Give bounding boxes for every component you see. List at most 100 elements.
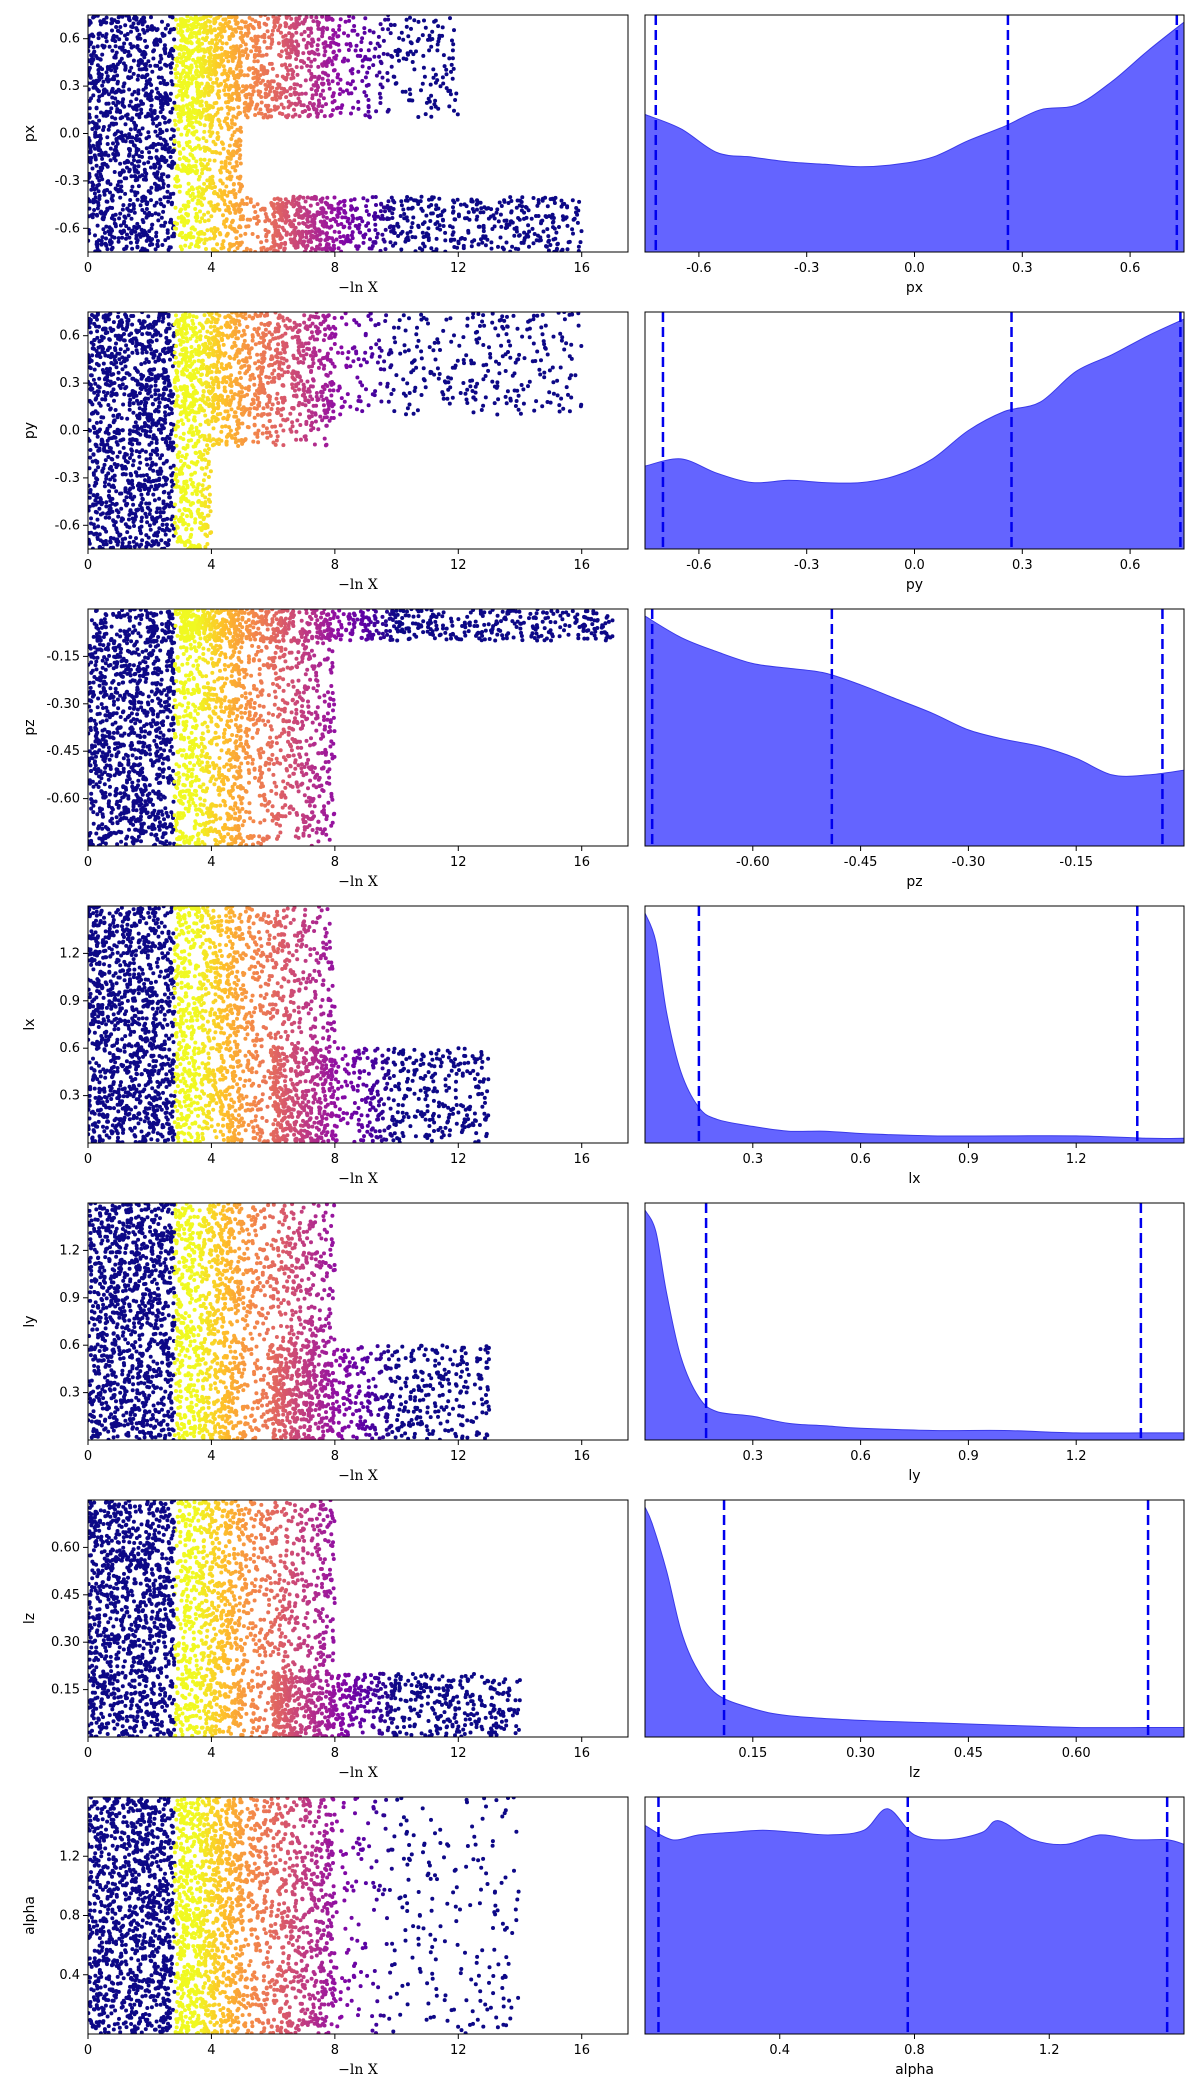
- scatter-point: [123, 191, 128, 196]
- scatter-point: [373, 211, 378, 216]
- scatter-point: [360, 79, 365, 83]
- scatter-point: [314, 88, 318, 93]
- scatter-point: [194, 64, 199, 69]
- scatter-point: [235, 163, 239, 168]
- scatter-point: [557, 225, 561, 229]
- scatter-point: [149, 185, 154, 190]
- scatter-point: [298, 238, 303, 243]
- scatter-point: [235, 431, 240, 436]
- scatter-point: [326, 73, 331, 78]
- scatter-point: [490, 227, 495, 231]
- scatter-point: [173, 205, 178, 210]
- scatter-point: [196, 59, 201, 64]
- scatter-point: [186, 219, 191, 223]
- scatter-point: [88, 58, 91, 63]
- scatter-point: [283, 220, 288, 225]
- scatter-point: [159, 156, 164, 161]
- scatter-point: [202, 241, 207, 246]
- scatter-point: [173, 477, 178, 482]
- scatter-point: [196, 81, 200, 86]
- scatter-point: [180, 163, 185, 167]
- scatter-point: [322, 53, 327, 58]
- scatter-point: [266, 109, 271, 114]
- scatter-point: [135, 221, 140, 226]
- scatter-point: [500, 245, 505, 250]
- scatter-point: [114, 90, 119, 95]
- scatter-point: [149, 543, 154, 548]
- scatter-point: [236, 207, 241, 212]
- scatter-point: [223, 224, 228, 229]
- scatter-point: [367, 65, 372, 70]
- scatter-point: [285, 55, 289, 60]
- scatter-point: [232, 227, 237, 232]
- scatter-point: [131, 58, 136, 63]
- scatter-point: [266, 229, 270, 234]
- scatter-point: [458, 236, 463, 241]
- scatter-point: [209, 214, 214, 219]
- scatter-point: [302, 221, 307, 226]
- scatter-point: [377, 70, 382, 75]
- scatter-point: [126, 49, 131, 54]
- scatter-point: [462, 237, 467, 241]
- scatter-point: [276, 41, 281, 46]
- scatter-point: [405, 51, 410, 56]
- scatter-point: [350, 213, 355, 218]
- scatter-point: [227, 37, 232, 42]
- scatter-point: [327, 56, 332, 61]
- scatter-point: [145, 462, 150, 467]
- scatter-point: [168, 15, 173, 19]
- scatter-point: [325, 202, 330, 207]
- scatter-point: [512, 233, 517, 238]
- scatter-point: [438, 213, 443, 218]
- scatter-point: [130, 350, 135, 355]
- scatter-point: [215, 192, 220, 196]
- scatter-point: [237, 50, 242, 55]
- scatter-point: [314, 329, 319, 334]
- scatter-point: [122, 81, 127, 86]
- scatter-point: [118, 211, 123, 216]
- scatter-point: [450, 38, 454, 43]
- scatter-point: [263, 212, 268, 216]
- scatter-point: [286, 99, 291, 104]
- scatter-point: [406, 34, 411, 39]
- scatter-point: [190, 197, 195, 202]
- scatter-point: [453, 98, 458, 102]
- scatter-point: [274, 429, 279, 434]
- scatter-point: [363, 54, 368, 59]
- scatter-point: [178, 151, 183, 156]
- scatter-point: [134, 536, 138, 541]
- scatter-point: [216, 89, 221, 94]
- scatter-point: [320, 34, 325, 39]
- scatter-point: [109, 351, 114, 356]
- scatter-point: [203, 413, 208, 418]
- scatter-point: [232, 192, 237, 197]
- scatter-point: [142, 210, 147, 215]
- scatter-point: [306, 50, 311, 55]
- scatter-point: [378, 209, 383, 214]
- scatter-point: [227, 170, 232, 175]
- scatter-point: [202, 27, 207, 32]
- scatter-point: [230, 243, 234, 248]
- scatter-point: [131, 21, 136, 26]
- scatter-point: [196, 194, 201, 198]
- scatter-point: [235, 83, 240, 88]
- scatter-point: [129, 24, 134, 29]
- scatter-point: [198, 209, 202, 214]
- scatter-point: [268, 89, 273, 94]
- scatter-point: [509, 199, 514, 203]
- scatter-point: [301, 195, 306, 200]
- scatter-point: [385, 78, 390, 83]
- scatter-point: [154, 510, 159, 515]
- scatter-point: [466, 210, 471, 215]
- scatter-point: [181, 63, 186, 68]
- scatter-point: [180, 235, 185, 240]
- scatter-point: [359, 40, 364, 44]
- scatter-point: [325, 231, 329, 236]
- scatter-point: [302, 29, 307, 34]
- scatter-point: [297, 221, 301, 226]
- scatter-point: [186, 522, 191, 527]
- scatter-point: [416, 115, 421, 119]
- scatter-point: [184, 169, 189, 174]
- scatter-point: [168, 432, 173, 437]
- scatter-point: [373, 228, 378, 232]
